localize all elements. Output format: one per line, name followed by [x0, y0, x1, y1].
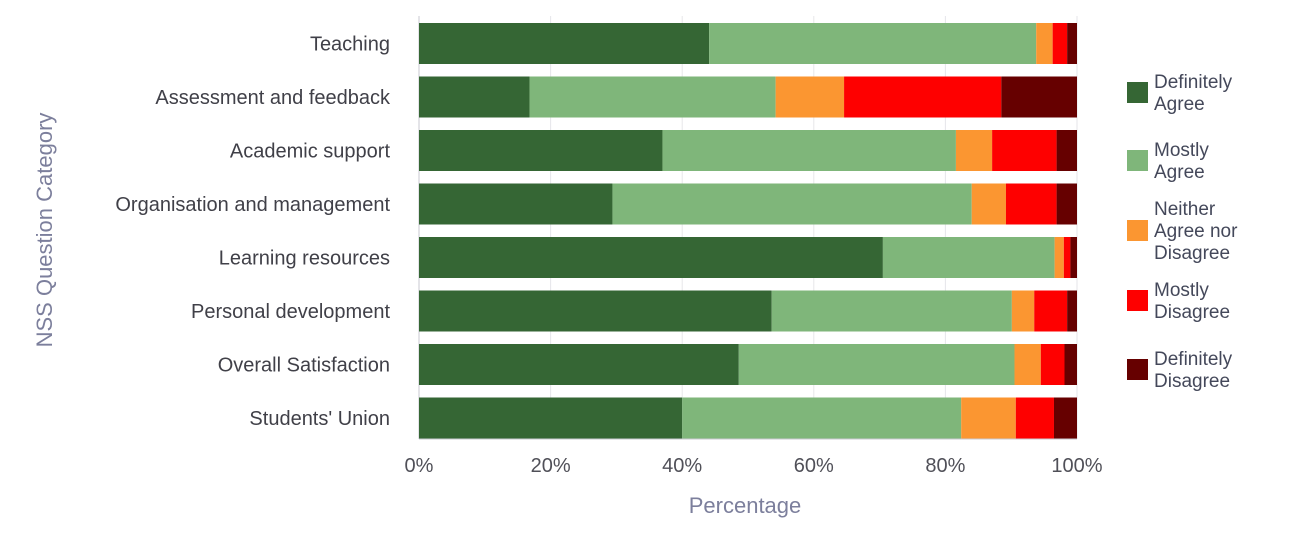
category-label: Academic support: [230, 141, 391, 163]
bar-segment: [1056, 130, 1077, 171]
bar-segment: [1064, 344, 1077, 385]
legend-label: Disagree: [1154, 243, 1230, 264]
category-label: Overall Satisfaction: [218, 355, 390, 377]
legend-label: Definitely: [1154, 349, 1233, 370]
bar-segment: [419, 76, 530, 118]
bar-segment: [419, 237, 883, 278]
category-label: Teaching: [310, 34, 390, 56]
x-tick-label: 80%: [925, 455, 965, 477]
bar-segment: [1070, 237, 1077, 278]
bar-segment: [419, 290, 772, 332]
bar-segment: [1015, 397, 1054, 439]
x-axis-title: Percentage: [689, 493, 802, 518]
legend-swatch: [1127, 82, 1148, 103]
bar-segment: [1034, 290, 1068, 332]
y-axis-title: NSS Question Category: [32, 113, 57, 348]
category-label: Organisation and management: [115, 194, 390, 216]
bar-segment: [662, 130, 956, 171]
category-label: Learning resources: [219, 248, 390, 270]
legend-label: Agree: [1154, 94, 1205, 115]
legend-swatch: [1127, 220, 1148, 241]
category-label: Assessment and feedback: [155, 87, 391, 109]
x-tick-label: 60%: [794, 455, 834, 477]
legend-swatch: [1127, 290, 1148, 311]
legend-label: Agree nor: [1154, 221, 1238, 242]
x-tick-label: 100%: [1051, 455, 1102, 477]
bar-segment: [1040, 344, 1065, 385]
x-tick-label: 20%: [531, 455, 571, 477]
bar-segment: [1001, 76, 1077, 118]
bar-segment: [419, 183, 613, 225]
bar-segment: [682, 397, 962, 439]
legend-swatch: [1127, 359, 1148, 380]
legend-label: Disagree: [1154, 371, 1230, 392]
x-tick-labels: 0% 20% 40% 60% 80% 100%: [405, 455, 1103, 477]
bar-segment: [992, 130, 1057, 171]
category-labels: Teaching Assessment and feedback Academic …: [115, 34, 391, 431]
bar-segment: [1056, 183, 1077, 225]
bar-segment: [971, 183, 1006, 225]
bar-segment: [1067, 290, 1077, 332]
bar-segment: [738, 344, 1015, 385]
bar-segment: [612, 183, 972, 225]
bar-segment: [771, 290, 1012, 332]
bar-segment: [961, 397, 1016, 439]
legend-label: Agree: [1154, 162, 1205, 183]
bar-segment: [1052, 23, 1068, 64]
category-label: Personal development: [191, 301, 390, 323]
bar-segment: [1014, 344, 1041, 385]
bar-segment: [419, 130, 663, 171]
bar-segment: [1053, 397, 1077, 439]
bar-segment: [775, 76, 845, 118]
x-tick-label: 0%: [405, 455, 434, 477]
legend-label: Definitely: [1154, 72, 1233, 93]
legend-label: Neither: [1154, 199, 1216, 220]
x-tick-label: 40%: [662, 455, 702, 477]
legend-label: Mostly: [1154, 140, 1209, 161]
bar-segment: [1005, 183, 1057, 225]
legend-swatch: [1127, 150, 1148, 171]
bar-segment: [1067, 23, 1077, 64]
bar-segment: [882, 237, 1055, 278]
category-label: Students' Union: [249, 408, 390, 430]
bar-segment: [1036, 23, 1053, 64]
bar-segment: [419, 23, 710, 64]
legend-label: Mostly: [1154, 280, 1209, 301]
bar-segment: [419, 397, 683, 439]
bar-segment: [844, 76, 1002, 118]
bar-segment: [1054, 237, 1064, 278]
bar-segment: [709, 23, 1037, 64]
bar-segment: [1011, 290, 1035, 332]
bars: [419, 23, 1077, 439]
bar-segment: [419, 344, 739, 385]
bar-segment: [1063, 237, 1071, 278]
legend-label: Disagree: [1154, 302, 1230, 323]
bar-segment: [529, 76, 776, 118]
bar-segment: [955, 130, 993, 171]
